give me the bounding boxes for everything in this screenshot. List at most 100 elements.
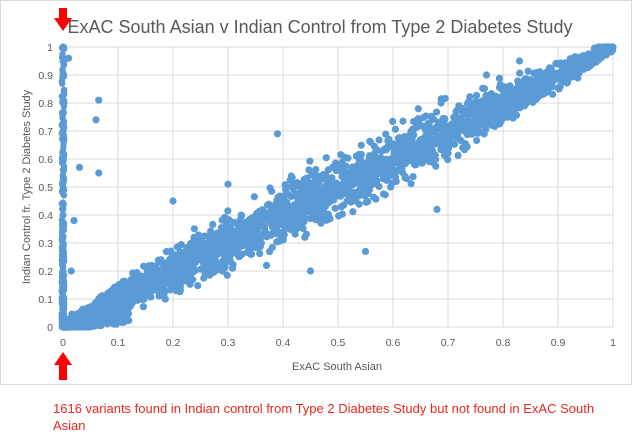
data-point	[225, 216, 233, 224]
data-point	[337, 151, 345, 159]
data-point	[580, 62, 589, 70]
x-tick-label: 0.4	[276, 337, 291, 349]
data-point	[320, 175, 328, 183]
data-point	[382, 130, 390, 138]
x-axis-label: ExAC South Asian	[292, 361, 382, 373]
data-point	[604, 48, 612, 56]
data-point	[75, 163, 84, 171]
data-point	[496, 80, 505, 89]
data-point	[461, 140, 469, 148]
data-point	[59, 295, 67, 303]
data-point	[58, 135, 66, 143]
data-point	[273, 130, 282, 138]
data-point	[331, 160, 339, 168]
data-point	[189, 276, 197, 284]
data-point	[311, 190, 319, 198]
data-point	[544, 79, 552, 87]
y-tick-label: 0.4	[38, 210, 53, 222]
data-point	[250, 193, 258, 201]
data-point	[263, 213, 271, 221]
data-point	[567, 62, 576, 70]
data-point	[367, 138, 375, 146]
data-point	[466, 101, 474, 109]
data-point	[487, 100, 495, 108]
y-axis-label: Indian Control fr. Type 2 Diabetes Study	[21, 89, 33, 284]
data-point	[59, 71, 67, 79]
data-point	[387, 183, 395, 191]
data-point	[466, 93, 474, 101]
data-point	[59, 127, 67, 135]
data-point	[321, 182, 329, 190]
data-point	[474, 129, 482, 137]
data-point	[172, 287, 180, 295]
data-point	[415, 150, 424, 158]
data-point	[462, 124, 470, 132]
data-point	[354, 162, 362, 170]
data-point	[382, 146, 390, 154]
data-point	[218, 257, 226, 265]
data-point	[347, 196, 355, 205]
data-point	[304, 177, 312, 185]
data-point	[209, 220, 217, 228]
data-point	[317, 219, 325, 227]
data-point	[324, 198, 332, 206]
data-point	[219, 249, 227, 257]
y-tick-label: 1	[47, 42, 53, 54]
data-point	[224, 180, 232, 188]
data-point	[312, 165, 320, 174]
data-point	[505, 83, 513, 91]
data-point	[59, 183, 67, 191]
data-point	[499, 99, 507, 107]
data-point	[106, 291, 114, 299]
data-point	[375, 136, 383, 144]
data-point	[349, 179, 357, 187]
data-point	[370, 193, 378, 201]
data-point	[224, 239, 232, 247]
data-point	[537, 80, 545, 88]
data-point	[361, 247, 370, 255]
y-tick-label: 0.5	[38, 182, 53, 194]
data-point	[120, 279, 128, 287]
data-point	[176, 248, 184, 256]
data-point	[59, 57, 67, 65]
data-point	[357, 150, 365, 159]
data-point	[460, 146, 468, 154]
data-point	[59, 176, 67, 183]
data-point	[59, 43, 67, 51]
data-point	[194, 282, 202, 290]
data-point	[416, 115, 424, 123]
data-point	[580, 52, 588, 60]
data-point	[506, 102, 514, 110]
data-point	[94, 319, 102, 327]
data-point	[449, 120, 457, 128]
data-point	[94, 305, 102, 313]
data-point	[322, 154, 330, 162]
data-point	[95, 169, 103, 177]
data-point	[110, 304, 118, 312]
data-point	[454, 151, 462, 160]
data-point	[59, 211, 67, 219]
data-point	[575, 62, 583, 70]
data-point	[341, 189, 349, 198]
data-point	[468, 130, 476, 138]
data-point	[133, 268, 141, 277]
data-point	[530, 69, 538, 77]
data-point	[223, 271, 231, 279]
data-point	[315, 209, 323, 217]
data-point	[228, 264, 237, 272]
data-point	[365, 155, 373, 163]
data-point	[224, 227, 233, 235]
data-point	[139, 276, 147, 284]
y-tick-label: 0	[47, 322, 53, 334]
data-point	[58, 278, 65, 285]
data-point	[184, 248, 192, 257]
data-point	[101, 297, 109, 305]
data-point	[395, 165, 403, 173]
data-point	[249, 218, 257, 226]
data-point	[522, 86, 530, 94]
data-point	[340, 173, 348, 181]
data-point	[516, 69, 524, 77]
data-point	[139, 289, 147, 297]
data-point	[279, 211, 287, 219]
data-point	[246, 244, 254, 252]
